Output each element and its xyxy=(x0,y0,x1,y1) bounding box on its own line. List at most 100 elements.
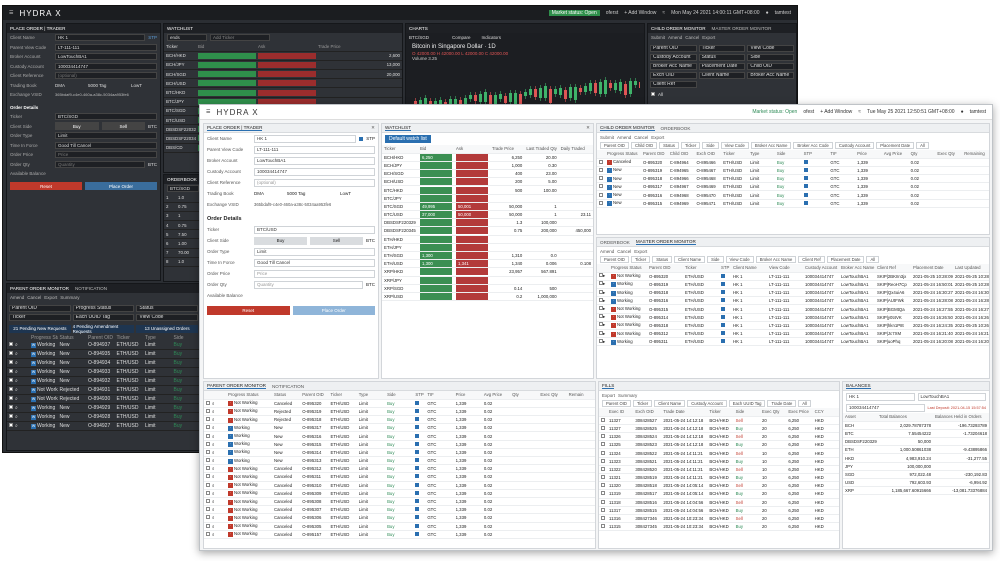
row-checkbox[interactable] xyxy=(599,297,603,302)
table-row[interactable]: 11320 308428518 2021-05-24 14:05:14 BCH/HKD… xyxy=(599,481,839,491)
ask-cell[interactable] xyxy=(454,153,490,162)
pending-amend-button[interactable]: 4 Pending Amendment Requests xyxy=(72,324,135,334)
search-icon[interactable]: ⌕ xyxy=(212,474,215,480)
search-icon[interactable]: ⌕ xyxy=(15,360,18,366)
watchlist-row[interactable]: ETH/JPY xyxy=(382,243,593,252)
add-ticker-input[interactable]: Add Ticker xyxy=(210,34,270,42)
row-checkbox[interactable] xyxy=(601,516,605,521)
bid-bar[interactable] xyxy=(420,243,452,251)
expand-icon[interactable]: ▸ xyxy=(603,338,606,344)
client-name-select[interactable]: HK 1 xyxy=(55,34,146,42)
row-checkbox[interactable] xyxy=(599,338,603,343)
filter-field[interactable]: Parent OID xyxy=(650,44,697,52)
bid-cell[interactable]: 6,250 xyxy=(418,153,454,162)
filter-field[interactable]: Broker Acc Name xyxy=(750,142,792,149)
bid-cell[interactable] xyxy=(418,177,454,187)
row-actions[interactable]: ⌕ xyxy=(7,386,29,395)
filter-field[interactable]: Broker Acc Code xyxy=(793,142,833,149)
filter-field[interactable]: Client Name xyxy=(674,256,706,263)
watchlist-select[interactable]: Default watch list xyxy=(385,135,431,143)
table-row[interactable]: ▸ · Not Working O-895312 ETH/USD HK 1 LT-111-1… xyxy=(597,329,989,339)
order-qty-input[interactable]: Quantity xyxy=(55,160,145,168)
search-icon[interactable]: ⌕ xyxy=(15,351,18,357)
ask-cell[interactable] xyxy=(454,161,490,171)
row-actions[interactable]: ⌕ xyxy=(204,522,226,531)
filter-field[interactable]: Client Name xyxy=(698,71,746,79)
search-icon[interactable]: ⌕ xyxy=(212,531,215,537)
filter-field[interactable]: Ticker xyxy=(680,142,701,149)
submit-action[interactable]: Submit xyxy=(651,35,666,41)
user-switch[interactable]: ofest xyxy=(803,109,815,115)
cancel-action[interactable]: Cancel xyxy=(685,35,700,41)
filter-field[interactable]: Exch OID xyxy=(650,71,697,79)
balance-row[interactable]: HKD 4,983,910.24 -31,277.55 xyxy=(843,453,989,463)
search-icon[interactable]: ⌕ xyxy=(15,387,18,393)
filter-field[interactable]: Side xyxy=(707,256,724,263)
row-actions[interactable]: ⌕ xyxy=(204,464,226,474)
watchlist-row[interactable]: ETH/SGD 1,300 1,310 0.0 xyxy=(382,251,593,261)
submit-action[interactable]: Submit xyxy=(600,134,615,140)
row-checkbox[interactable] xyxy=(599,281,603,286)
ask-cell[interactable] xyxy=(454,251,490,261)
ask-bar[interactable] xyxy=(456,170,488,177)
bid-bar[interactable] xyxy=(198,89,256,96)
ask-bar[interactable] xyxy=(258,80,316,87)
parent-view-code-select[interactable]: LT-111-111 xyxy=(55,43,157,51)
buy-button[interactable]: Buy xyxy=(254,236,307,245)
search-icon[interactable]: ⌕ xyxy=(15,423,18,429)
user-icon[interactable]: ● xyxy=(765,10,769,16)
bid-bar[interactable] xyxy=(420,161,452,169)
indicators-button[interactable]: Indicators xyxy=(481,35,502,41)
row-select[interactable] xyxy=(597,182,605,192)
ticker-select[interactable]: BTC/USD xyxy=(254,225,375,234)
row-checkbox[interactable] xyxy=(206,531,210,536)
ask-bar[interactable] xyxy=(456,284,488,292)
tif-select[interactable]: Good Till Cancel xyxy=(55,141,157,149)
row-checkbox[interactable] xyxy=(9,351,13,355)
search-icon[interactable]: ⌕ xyxy=(212,490,215,496)
ask-cell[interactable]: 50,001 xyxy=(454,202,490,212)
bid-bar[interactable] xyxy=(420,227,452,235)
filter-field[interactable]: Custody Account xyxy=(834,142,875,149)
row-actions[interactable]: ⌕ xyxy=(7,350,29,359)
row-actions[interactable]: ⌕ xyxy=(204,472,226,482)
bid-cell[interactable] xyxy=(418,218,454,228)
balance-row[interactable]: SGD 972,022.48 -230,192.83 xyxy=(843,470,989,480)
search-icon[interactable]: ⌕ xyxy=(212,408,215,414)
ask-cell[interactable] xyxy=(454,276,490,285)
table-row[interactable]: ⌕ W Working New O-894933 ETH/USD Limit Buy xyxy=(7,368,200,377)
watchlist-select[interactable]: ends xyxy=(167,34,207,42)
reset-button[interactable]: Reset xyxy=(10,182,82,191)
row-checkbox[interactable] xyxy=(601,483,605,488)
ask-cell[interactable] xyxy=(454,194,490,203)
cancel-action[interactable]: Cancel xyxy=(634,134,649,140)
bid-bar[interactable] xyxy=(198,52,256,59)
summary-action[interactable]: Summary xyxy=(618,392,638,398)
row-actions[interactable]: ⌕ xyxy=(7,422,29,431)
row-checkbox[interactable] xyxy=(206,449,210,454)
row-select[interactable] xyxy=(599,514,607,524)
ask-bar[interactable] xyxy=(456,153,488,161)
row-actions[interactable]: ⌕ xyxy=(7,341,29,350)
table-row[interactable]: 11319 308428517 2021-05-24 14:05:14 BCH/HKD… xyxy=(599,489,839,499)
bid-bar[interactable]: 37,000 xyxy=(420,211,452,218)
search-icon[interactable]: ⌕ xyxy=(15,378,18,384)
row-checkbox[interactable] xyxy=(206,499,210,504)
orderbook-row[interactable]: 6 1.00 xyxy=(164,239,202,249)
row-checkbox[interactable] xyxy=(9,396,13,400)
filter-field[interactable]: All xyxy=(798,400,811,407)
row-select[interactable] xyxy=(599,416,607,425)
bid-cell[interactable] xyxy=(418,185,454,195)
watchlist-row[interactable]: ETH/HKD xyxy=(382,235,593,244)
menu-icon[interactable]: ☰ xyxy=(9,10,14,16)
ask-cell[interactable] xyxy=(454,177,490,187)
table-row[interactable]: 11316 308427346 2021-05-24 10:23:34 BCH/HKD… xyxy=(599,514,839,524)
search-icon[interactable]: ⌕ xyxy=(212,482,215,488)
row-checkbox[interactable] xyxy=(206,523,210,528)
row-select[interactable] xyxy=(599,473,607,483)
table-row[interactable]: ⌕ · Working New O-895314 ETH/USD Limit Buy GTC 1,… xyxy=(204,448,595,458)
table-row[interactable]: 11327 308428525 2021-05-24 14:12:18 BCH/HKD… xyxy=(599,424,839,434)
tab-place-order[interactable]: PLACE ORDER | TRADER xyxy=(207,125,263,131)
ask-bar[interactable] xyxy=(456,186,488,194)
pending-new-button[interactable]: 21 Pending New Requests xyxy=(9,324,71,333)
